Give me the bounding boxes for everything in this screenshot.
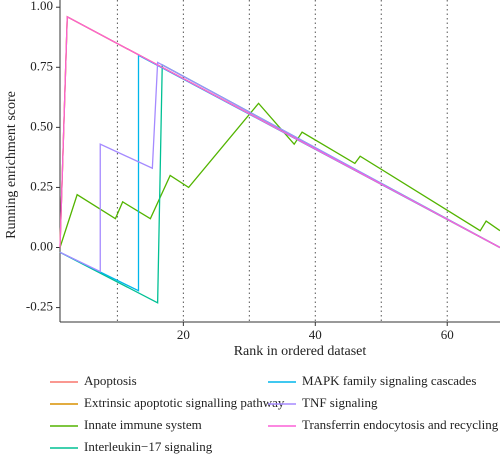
- y-axis-label: Running enrichment score: [4, 91, 19, 239]
- y-tick-label: 0.25: [30, 178, 53, 193]
- y-tick-label: 0.75: [30, 58, 53, 73]
- legend-label: TNF signaling: [302, 395, 378, 410]
- x-tick-label: 40: [309, 327, 322, 342]
- legend-label: Interleukin−17 signaling: [84, 439, 213, 454]
- legend-label: Transferrin endocytosis and recycling: [302, 417, 499, 432]
- series-line: [59, 61, 500, 273]
- series-line: [59, 63, 500, 304]
- y-tick-label: -0.25: [26, 299, 53, 314]
- legend-label: MAPK family signaling cascades: [302, 373, 476, 388]
- x-tick-label: 20: [177, 327, 190, 342]
- legend-label: Extrinsic apoptotic signalling pathway: [84, 395, 285, 410]
- series-line: [59, 54, 500, 292]
- series-line: [59, 15, 500, 249]
- y-tick-label: 1.00: [30, 0, 53, 13]
- y-tick-label: 0.50: [30, 118, 53, 133]
- x-axis-label: Rank in ordered dataset: [234, 344, 367, 359]
- series-line: [59, 102, 500, 248]
- legend-label: Apoptosis: [84, 373, 137, 388]
- x-tick-label: 60: [441, 327, 454, 342]
- y-tick-label: 0.00: [30, 238, 53, 253]
- legend-label: Innate immune system: [84, 417, 202, 432]
